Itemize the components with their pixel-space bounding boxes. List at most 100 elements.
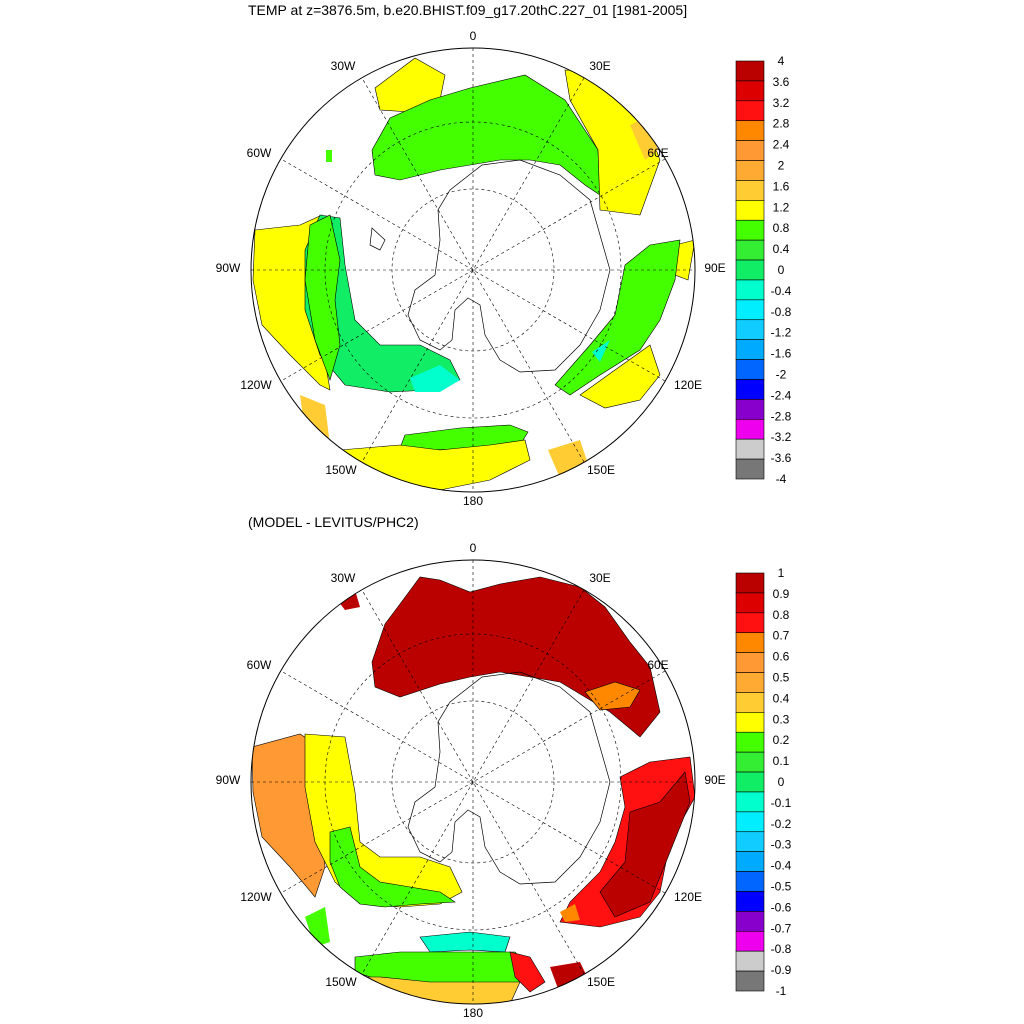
longitude-label: 90W — [216, 261, 241, 275]
colorbar-tick-label: -0.4 — [771, 859, 792, 873]
colorbar-tick-label: 0 — [778, 775, 785, 789]
colorbar-swatch — [735, 911, 765, 932]
longitude-label: 120E — [674, 378, 702, 392]
colorbar-swatch — [735, 120, 765, 141]
longitude-label: 180 — [463, 494, 483, 508]
ocean-fill-green-atlantic — [371, 74, 601, 196]
colorbar-tick-label: 0.6 — [773, 650, 790, 664]
colorbar-tick-label: -0.8 — [771, 305, 792, 319]
colorbar-tick-label: 0.7 — [773, 629, 790, 643]
diff-fill-cyan-south — [419, 931, 511, 953]
colorbar-tick-label: -0.4 — [771, 284, 792, 298]
longitude-label: 120E — [674, 890, 702, 904]
longitude-label: 150W — [325, 463, 357, 477]
longitude-label: 60E — [647, 658, 668, 672]
colorbar-swatch — [735, 339, 765, 360]
diff-fill-red-tasman — [509, 951, 546, 993]
ocean-fill-orange-patch — [630, 118, 658, 160]
longitude-label: 120W — [240, 378, 272, 392]
colorbar-swatch — [735, 891, 765, 912]
longitude-label: 30E — [589, 59, 610, 73]
colorbar-swatch — [735, 751, 765, 773]
colorbar-swatch — [735, 60, 765, 82]
diff-fill-yellow-pacific — [304, 733, 463, 908]
colorbar-swatch — [735, 219, 765, 241]
antarctica-coastline-bottom — [407, 671, 611, 885]
polar-map-difference: 0 30E 60E 90E 120E 150E 180 150W 120W 90W 60W 30W 1… — [216, 541, 792, 1020]
colorbar-tick-label: -0.5 — [771, 880, 792, 894]
colorbar-tick-label: -1.2 — [771, 326, 792, 340]
colorbar-tick-label: -0.7 — [771, 921, 792, 935]
colorbar-swatch — [735, 612, 765, 634]
diff-fill-orange-agulhas — [584, 681, 641, 711]
colorbar-tick-label: -3.6 — [771, 451, 792, 465]
colorbar-swatch — [735, 200, 765, 221]
colorbar-tick-label: 0.4 — [773, 691, 790, 705]
colorbar-swatch — [735, 140, 765, 161]
colorbar-swatch — [735, 572, 765, 594]
colorbar-tick-label: 0 — [778, 263, 785, 277]
colorbar-swatch — [735, 359, 765, 380]
colorbar-tick-label: -0.3 — [771, 838, 792, 852]
diff-fill-green-sw — [305, 907, 330, 947]
ocean-fill-green-islet — [326, 150, 332, 162]
colorbar-swatch — [735, 399, 765, 420]
colorbar-swatch — [735, 379, 765, 400]
colorbar-tick-label: 0.8 — [773, 608, 790, 622]
colorbar-tick-label: 3.6 — [773, 75, 790, 89]
colorbar-tick-label: -0.1 — [771, 796, 792, 810]
colorbar-tick-label: 0.1 — [773, 754, 790, 768]
longitude-label: 0 — [470, 29, 477, 43]
longitude-label: 150W — [325, 975, 357, 989]
map-boundary — [250, 47, 696, 493]
colorbar-swatch — [735, 438, 765, 460]
colorbar-tick-label: -0.6 — [771, 900, 792, 914]
colorbar-tick-label: -2 — [776, 368, 787, 382]
colorbar-swatch — [735, 950, 765, 972]
colorbar-swatch — [735, 771, 765, 793]
longitude-label: 90W — [216, 773, 241, 787]
colorbar-tick-label: -4 — [776, 472, 787, 486]
longitude-label: 150E — [587, 975, 615, 989]
colorbar-swatch — [735, 692, 765, 713]
colorbar-swatch — [735, 80, 765, 102]
ocean-fill-cyan-indian — [592, 340, 610, 362]
longitude-label: 150E — [587, 463, 615, 477]
colorbar-swatch — [735, 299, 765, 321]
colorbar-swatch — [735, 871, 765, 892]
colorbar-tick-label: -2.4 — [771, 388, 792, 402]
ocean-fill-yellow-indian-south — [579, 344, 661, 409]
colorbar-swatch — [735, 970, 765, 992]
colorbar-tick-label: 3.2 — [773, 96, 790, 110]
longitude-label: 60E — [647, 146, 668, 160]
colorbar-tick-label: 2.4 — [773, 138, 790, 152]
colorbar-tick-label: -2.8 — [771, 409, 792, 423]
ocean-fill-green-indian — [554, 239, 681, 396]
colorbar-swatch — [735, 100, 765, 122]
longitude-label: 90E — [704, 261, 725, 275]
colorbar-swatch — [735, 458, 765, 480]
diff-fill-darkred-indian — [599, 771, 691, 918]
diff-fill-green-pacific — [329, 826, 456, 908]
diff-fill-darkred-tasman — [550, 962, 592, 994]
colorbar-tick-label: -0.8 — [771, 942, 792, 956]
longitude-label: 60W — [247, 658, 272, 672]
longitude-label: 30E — [589, 571, 610, 585]
diff-fill-darkred-atlantic — [371, 576, 661, 738]
colorbar-swatch — [735, 791, 765, 813]
colorbar-tick-label: 2 — [778, 159, 785, 173]
colorbar-swatch — [735, 259, 765, 281]
colorbar-swatch — [735, 731, 765, 753]
colorbar-swatch — [735, 652, 765, 673]
longitude-label: 30W — [331, 571, 356, 585]
colorbar-swatch — [735, 592, 765, 614]
longitude-label: 0 — [470, 541, 477, 555]
colorbar-tick-label: 2.8 — [773, 117, 790, 131]
colorbar-swatch — [735, 831, 765, 852]
ocean-fill-orange-tasman — [548, 440, 590, 478]
colorbar-tick-label: -0.2 — [771, 817, 792, 831]
colorbar-tick-label: -1.6 — [771, 347, 792, 361]
colorbar-swatch — [735, 672, 765, 693]
colorbar-tick-label: 0.9 — [773, 587, 790, 601]
colorbar-swatch — [735, 418, 765, 440]
